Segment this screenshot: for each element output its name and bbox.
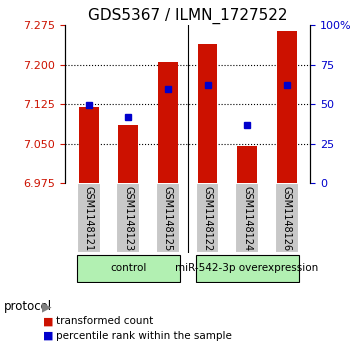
Bar	[235, 183, 259, 253]
Text: GSM1148121: GSM1148121	[84, 186, 94, 251]
Title: GDS5367 / ILMN_1727522: GDS5367 / ILMN_1727522	[88, 8, 287, 24]
Bar	[118, 125, 138, 183]
Text: ▶: ▶	[42, 300, 51, 313]
Text: percentile rank within the sample: percentile rank within the sample	[56, 331, 232, 341]
Text: GSM1148125: GSM1148125	[163, 185, 173, 251]
Text: GSM1148126: GSM1148126	[282, 186, 292, 251]
Bar	[77, 255, 180, 282]
Bar	[275, 183, 299, 253]
Text: ■: ■	[43, 331, 54, 341]
Bar	[156, 183, 180, 253]
Bar	[77, 183, 101, 253]
Bar	[158, 62, 178, 183]
Text: control: control	[110, 263, 147, 273]
Bar	[79, 107, 99, 183]
Text: ■: ■	[43, 316, 54, 326]
Text: protocol: protocol	[4, 300, 52, 313]
Bar	[237, 146, 257, 183]
Text: GSM1148124: GSM1148124	[242, 186, 252, 251]
Bar	[196, 255, 299, 282]
Text: GSM1148123: GSM1148123	[123, 186, 133, 251]
Bar	[277, 30, 297, 183]
Bar	[197, 44, 217, 183]
Bar	[117, 183, 140, 253]
Text: GSM1148122: GSM1148122	[203, 185, 213, 251]
Text: transformed count: transformed count	[56, 316, 153, 326]
Bar	[196, 183, 219, 253]
Text: miR-542-3p overexpression: miR-542-3p overexpression	[175, 263, 319, 273]
